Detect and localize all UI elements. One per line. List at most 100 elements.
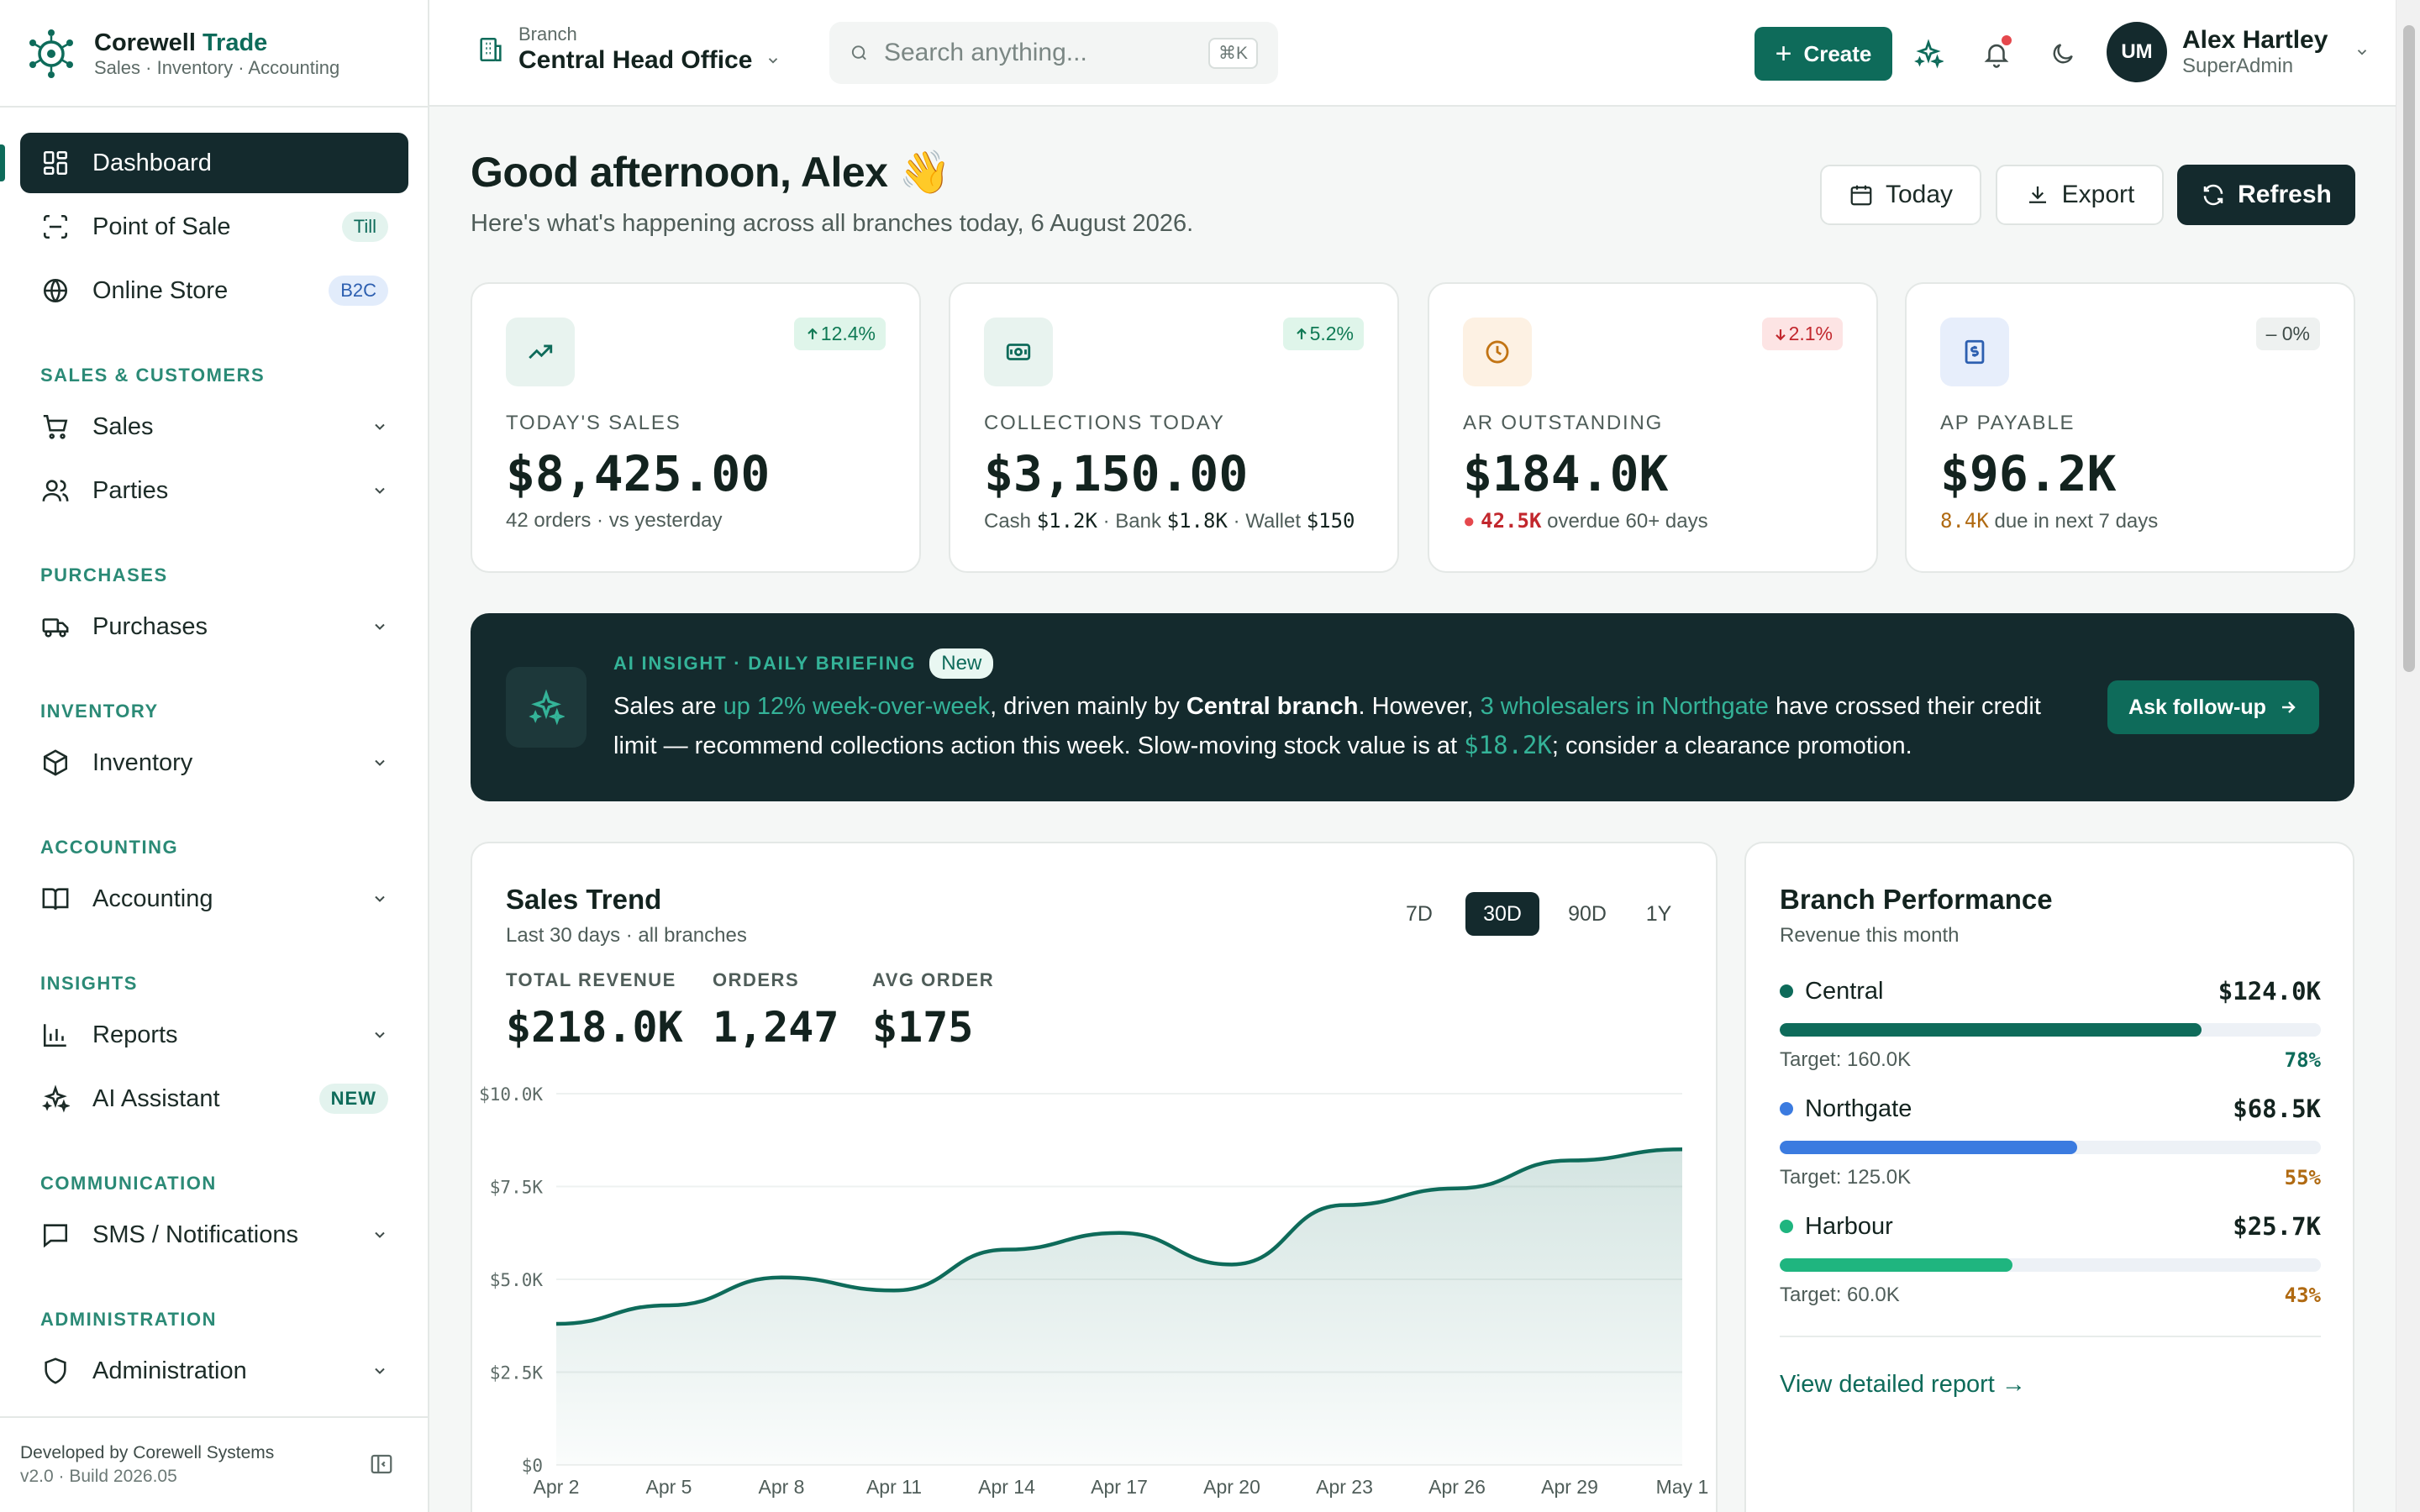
developer-credit: Developed by Corewell Systems	[20, 1443, 275, 1462]
sidebar-item-online-store[interactable]: Online Store B2C	[20, 260, 408, 321]
ask-follow-up-button[interactable]: Ask follow-up	[2107, 680, 2319, 734]
sidebar-item-label: Online Store	[92, 276, 229, 304]
sparkles-icon	[506, 667, 587, 748]
y-tick-label: $10.0K	[479, 1084, 543, 1105]
building-icon	[480, 37, 502, 62]
today-button[interactable]: Today	[1820, 165, 1981, 225]
sales-trend-chart: $0 $2.5K $5.0K $7.5K $10.0K Apr 2 Apr 5 Apr 8 Ap…	[479, 1084, 1708, 1498]
branch-row-central[interactable]: Central $124.0K Target: 160.0K 78%	[1780, 977, 2321, 1072]
refresh-icon	[2203, 184, 2223, 206]
page-scrollbar[interactable]	[2396, 0, 2420, 1512]
user-menu[interactable]: UM Alex Hartley SuperAdmin	[2107, 22, 2370, 82]
message-icon	[40, 1220, 71, 1250]
sidebar-item-label: Sales	[92, 412, 154, 440]
delta-badge: 5.2%	[1282, 318, 1364, 350]
y-tick-label: $2.5K	[490, 1363, 544, 1383]
kpi-label: COLLECTIONS TODAY	[984, 412, 1225, 434]
notifications-button[interactable]	[1980, 34, 2013, 71]
branch-target: Target: 160.0K	[1780, 1048, 1912, 1071]
user-role: SuperAdmin	[2182, 55, 2294, 77]
branch-target: Target: 125.0K	[1780, 1166, 1912, 1189]
branch-row-northgate[interactable]: Northgate $68.5K Target: 125.0K 55%	[1780, 1095, 2321, 1189]
kpi-card-ap-payable[interactable]: – 0% AP PAYABLE $96.2K 8.4K due in next …	[1905, 282, 2355, 573]
till-badge: Till	[341, 212, 388, 242]
chevron-down-icon	[375, 895, 385, 902]
range-90d[interactable]: 90D	[1568, 901, 1607, 926]
logo-icon	[29, 29, 73, 78]
kpi-card-ar-outstanding[interactable]: 2.1% AR OUTSTANDING $184.0K ● 42.5K over…	[1428, 282, 1878, 573]
chevron-down-icon	[375, 487, 385, 494]
sidebar-item-label: Dashboard	[92, 149, 212, 176]
x-tick-label: Apr 26	[1428, 1476, 1486, 1498]
section-label-communication: COMMUNICATION	[40, 1173, 217, 1194]
arrow-right-icon	[2281, 701, 2296, 713]
branch-dot	[1780, 1220, 1793, 1233]
delta-badge: 12.4%	[793, 318, 886, 350]
page-subtitle: Here's what's happening across all branc…	[471, 210, 1194, 237]
kpi-note: Cash $1.2K · Bank $1.8K · Wallet $150	[984, 509, 1355, 533]
export-button[interactable]: Export	[1996, 165, 2164, 225]
search-bar[interactable]: ⌘K	[829, 22, 1278, 84]
chevron-down-icon	[375, 623, 385, 630]
view-detailed-report-link[interactable]: View detailed report →	[1780, 1371, 2026, 1398]
sidebar-item-inventory[interactable]: Inventory	[20, 732, 408, 793]
clock-icon	[1463, 318, 1532, 386]
trending-up-icon	[506, 318, 575, 386]
brand[interactable]: Corewell Trade Sales · Inventory · Accou…	[25, 24, 339, 84]
sidebar-footer: Developed by Corewell Systems v2.0 · Bui…	[0, 1416, 428, 1512]
sidebar-item-sms-notifications[interactable]: SMS / Notifications	[20, 1205, 408, 1265]
page-title: Good afternoon, Alex 👋	[471, 149, 951, 196]
theme-toggle-button[interactable]	[2046, 37, 2080, 71]
branch-amount: $124.0K	[2217, 977, 2321, 1005]
sidebar-item-parties[interactable]: Parties	[20, 460, 408, 521]
chevron-down-icon	[2358, 50, 2367, 55]
refresh-button[interactable]: Refresh	[2177, 165, 2355, 225]
range-30d[interactable]: 30D	[1465, 892, 1539, 936]
branch-selector[interactable]: Branch Central Head Office	[476, 24, 781, 76]
kpi-value: $8,425.00	[506, 445, 771, 502]
range-1y[interactable]: 1Y	[1645, 901, 1672, 926]
sidebar-item-dashboard[interactable]: Dashboard	[0, 133, 408, 193]
divider	[0, 106, 428, 108]
collapse-sidebar-icon[interactable]	[369, 1452, 394, 1477]
kpi-card-collections-today[interactable]: 5.2% COLLECTIONS TODAY $3,150.00 Cash $1…	[949, 282, 1399, 573]
x-tick-label: Apr 8	[759, 1476, 805, 1498]
sidebar-item-sales[interactable]: Sales	[20, 396, 408, 457]
kpi-value: $3,150.00	[984, 445, 1249, 502]
sidebar-item-accounting[interactable]: Accounting	[20, 869, 408, 929]
sidebar-item-point-of-sale[interactable]: Point of Sale Till	[20, 197, 408, 257]
chevron-down-icon	[375, 1032, 385, 1038]
sidebar-item-label: Point of Sale	[92, 213, 231, 240]
sidebar-item-reports[interactable]: Reports	[20, 1005, 408, 1065]
branch-target: Target: 60.0K	[1780, 1284, 1900, 1306]
user-name: Alex Hartley	[2182, 26, 2328, 54]
sidebar-item-ai-assistant[interactable]: AI Assistant NEW	[20, 1068, 408, 1129]
kpi-note: ● 42.5K overdue 60+ days	[1463, 509, 1708, 533]
card-title: Branch Performance	[1780, 884, 2053, 915]
y-tick-label: $7.5K	[490, 1178, 544, 1198]
sidebar-nav: Dashboard Point of Sale Till Online Stor…	[0, 133, 408, 1404]
section-label-sales-customers: SALES & CUSTOMERS	[40, 365, 266, 386]
chevron-down-icon	[769, 58, 778, 64]
x-tick-label: Apr 17	[1091, 1476, 1148, 1498]
kpi-card-todays-sales[interactable]: 12.4% TODAY'S SALES $8,425.00 42 orders …	[471, 282, 921, 573]
range-7d[interactable]: 7D	[1406, 901, 1433, 926]
create-button[interactable]: + Create	[1754, 27, 1892, 81]
ai-sparkles-button[interactable]	[1912, 37, 1945, 71]
branch-performance-card: Branch Performance Revenue this month Ce…	[1744, 842, 2354, 1512]
sidebar-item-purchases[interactable]: Purchases	[20, 596, 408, 657]
arrow-down-icon	[1775, 328, 1786, 340]
version-label: v2.0 · Build 2026.05	[20, 1467, 177, 1486]
sidebar-item-administration[interactable]: Administration	[20, 1341, 408, 1401]
scrollbar-thumb[interactable]	[2403, 25, 2415, 672]
search-input[interactable]	[883, 39, 1208, 67]
branch-row-harbour[interactable]: Harbour $25.7K Target: 60.0K 43%	[1780, 1212, 2321, 1307]
cash-icon	[984, 318, 1053, 386]
card-subtitle: Revenue this month	[1780, 924, 1960, 947]
branch-percent: 78%	[2284, 1048, 2321, 1072]
section-label-inventory: INVENTORY	[40, 701, 159, 722]
ai-insight-banner: AI INSIGHT · DAILY BRIEFING New Sales ar…	[471, 613, 2354, 801]
branch-percent: 55%	[2284, 1166, 2321, 1189]
users-icon	[40, 475, 71, 506]
kpi-label: TODAY'S SALES	[506, 412, 681, 434]
